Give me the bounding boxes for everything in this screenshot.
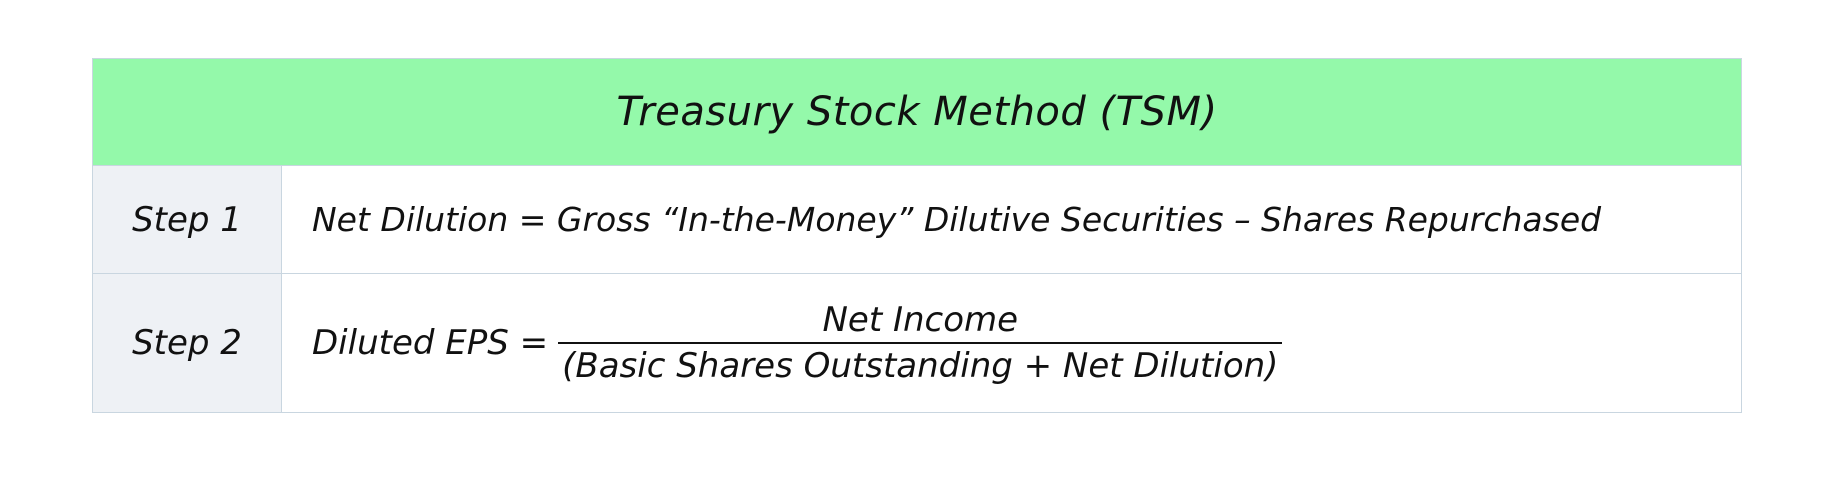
fraction-denominator: (Basic Shares Outstanding + Net Dilution… xyxy=(562,346,1279,386)
table-title: Treasury Stock Method (TSM) xyxy=(616,89,1218,135)
eps-fraction: Net Income (Basic Shares Outstanding + N… xyxy=(558,300,1283,386)
table-row-step-1: Step 1 Net Dilution = Gross “In-the-Mone… xyxy=(93,166,1741,274)
tsm-table: Treasury Stock Method (TSM) Step 1 Net D… xyxy=(92,58,1742,413)
diluted-eps-lhs: Diluted EPS = xyxy=(312,323,549,363)
formula-cell: Net Dilution = Gross “In-the-Money” Dilu… xyxy=(282,166,1741,273)
step-label: Step 2 xyxy=(132,323,242,363)
step-label: Step 1 xyxy=(132,199,242,240)
fraction-bar xyxy=(558,342,1283,344)
fraction-numerator: Net Income xyxy=(822,300,1019,340)
table-row-step-2: Step 2 Diluted EPS = Net Income (Basic S… xyxy=(93,274,1741,412)
step-cell: Step 1 xyxy=(93,166,282,273)
formula-cell: Diluted EPS = Net Income (Basic Shares O… xyxy=(282,274,1741,412)
table-header: Treasury Stock Method (TSM) xyxy=(93,59,1741,166)
net-dilution-formula: Net Dilution = Gross “In-the-Money” Dilu… xyxy=(312,200,1602,239)
step-cell: Step 2 xyxy=(93,274,282,412)
